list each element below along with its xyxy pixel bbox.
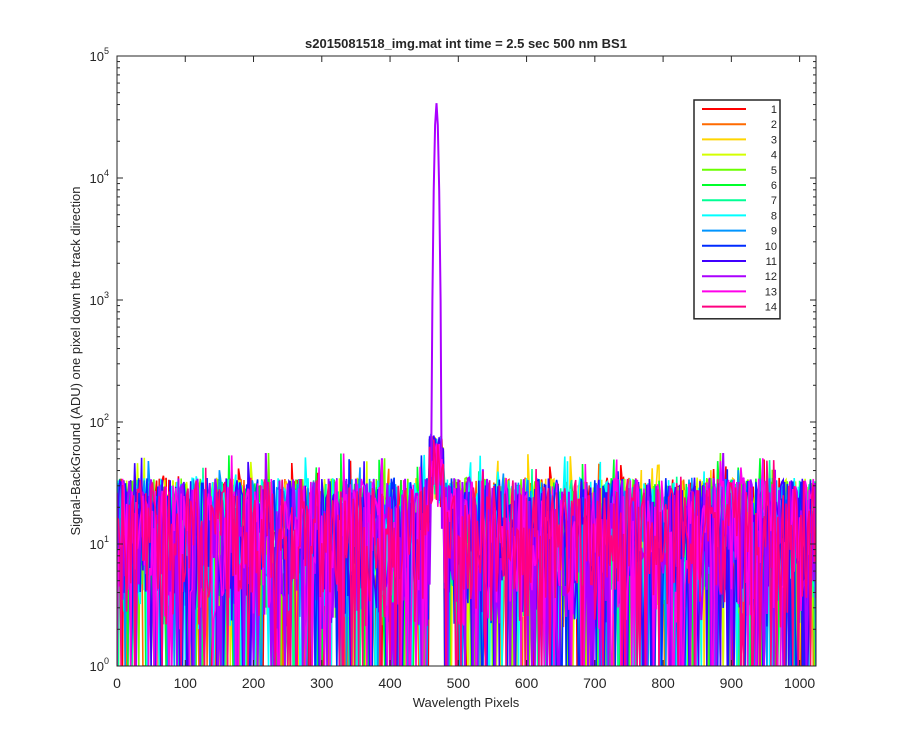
ticks-layer: 0 100 200 300 400 500 600 700 800 900 100010010110… <box>90 46 816 691</box>
x-tick-label: 400 <box>378 675 402 691</box>
legend-label-11: 11 <box>766 256 777 268</box>
y-tick-label: 103 <box>90 290 109 308</box>
legend-label-8: 8 <box>771 210 777 222</box>
y-axis-label: Signal-BackGround (ADU) one pixel down t… <box>68 186 83 535</box>
x-tick-label: 200 <box>242 675 266 691</box>
axes-box <box>116 55 817 667</box>
legend-label-9: 9 <box>771 226 777 238</box>
legend-label-6: 6 <box>771 180 777 192</box>
x-tick-label: 100 <box>174 675 198 691</box>
x-tick-label: 0 <box>113 675 121 691</box>
legend-label-7: 7 <box>771 195 777 207</box>
legend-label-4: 4 <box>771 150 777 162</box>
series-line-14 <box>117 439 816 666</box>
x-tick-label: 700 <box>583 675 607 691</box>
legend-label-1: 1 <box>771 104 777 116</box>
y-tick-label: 104 <box>90 168 109 186</box>
legend-label-14: 14 <box>765 302 777 314</box>
legend-label-12: 12 <box>765 271 777 283</box>
y-tick-label: 100 <box>90 656 109 674</box>
x-tick-label: 600 <box>515 675 539 691</box>
y-tick-label: 101 <box>90 534 109 552</box>
legend-box <box>693 99 781 320</box>
legend-label-13: 13 <box>765 286 777 298</box>
chart-title: s2015081518_img.mat int time = 2.5 sec 5… <box>305 36 627 51</box>
y-tick-label: 105 <box>90 46 109 64</box>
series-layer <box>117 103 816 666</box>
x-axis-label: Wavelength Pixels <box>413 695 520 710</box>
x-tick-label: 500 <box>447 675 471 691</box>
legend-label-5: 5 <box>771 165 777 177</box>
x-tick-label: 300 <box>310 675 334 691</box>
x-tick-label: 1000 <box>784 675 815 691</box>
y-tick-label: 102 <box>90 412 109 430</box>
legend-label-3: 3 <box>771 134 777 146</box>
x-tick-label: 800 <box>651 675 675 691</box>
legend-label-2: 2 <box>771 119 777 131</box>
x-tick-label: 900 <box>720 675 744 691</box>
legend-label-10: 10 <box>765 241 777 253</box>
